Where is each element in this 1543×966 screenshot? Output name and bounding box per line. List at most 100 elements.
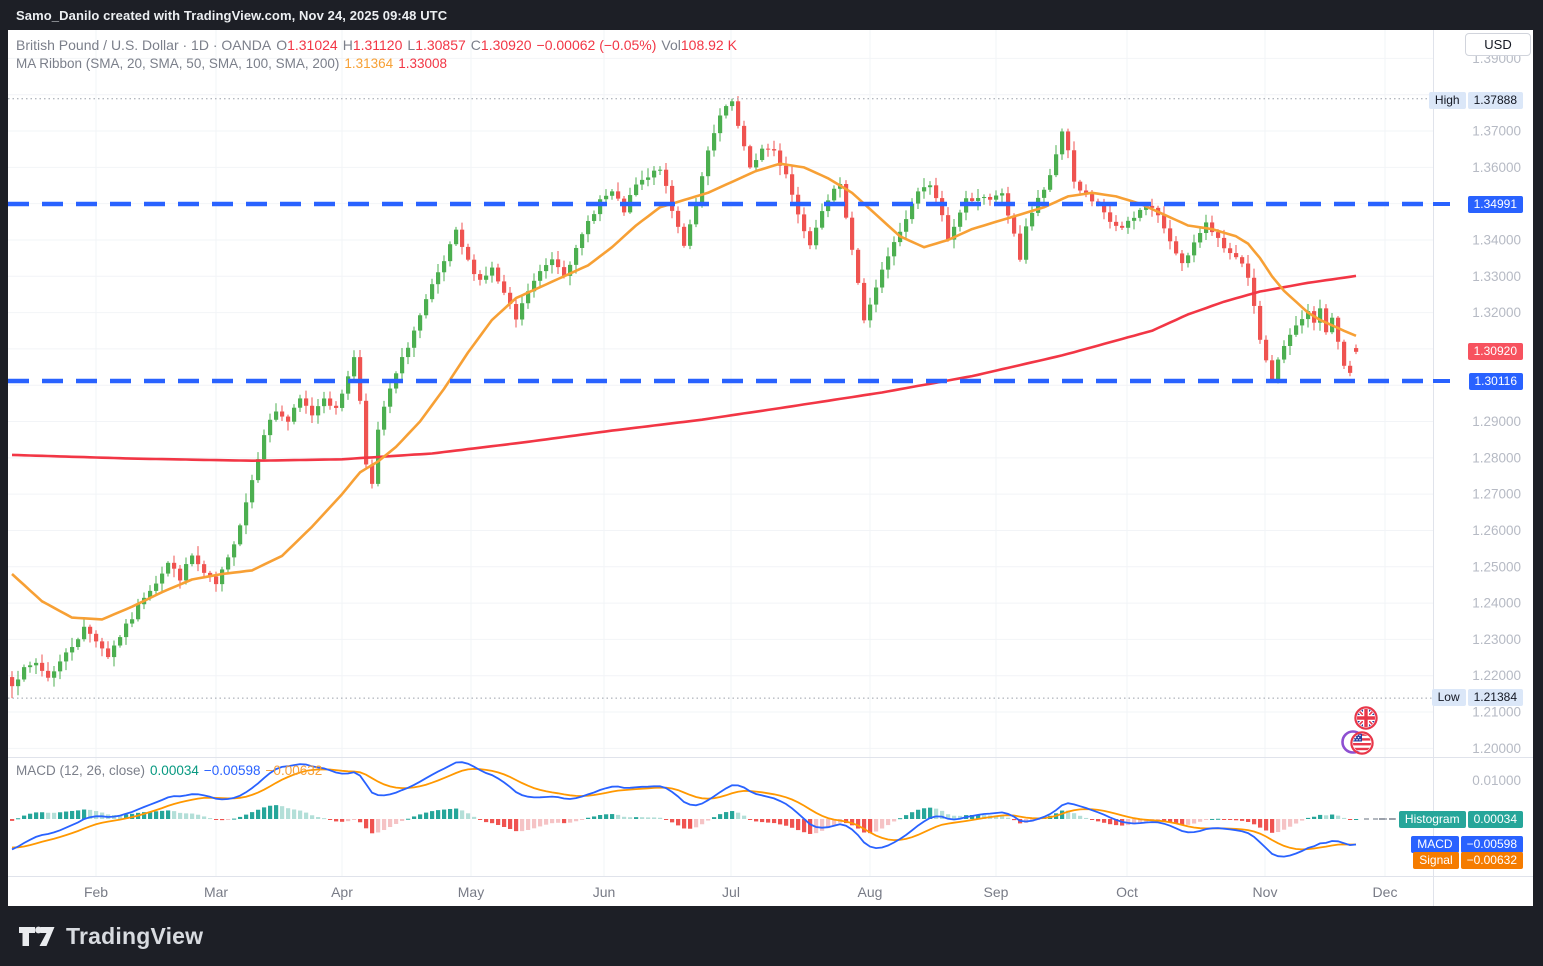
month-label-nov[interactable]: Nov [1252,884,1278,900]
month-label-oct[interactable]: Oct [1116,884,1138,900]
candle-body [640,179,645,185]
histogram-bar [514,819,519,832]
histogram-bar [1216,818,1221,820]
histogram-bar [286,808,291,819]
candle-body [1270,360,1275,380]
candle-body [574,247,579,265]
histogram-bar [886,819,891,826]
histogram-bar [616,814,621,819]
price-tick-label: 1.27000 [1472,487,1521,502]
candle-body [310,405,315,416]
macd-pane[interactable]: 0.01000 [0,758,1543,876]
candle-body [526,291,531,304]
candle-body [1168,228,1173,242]
histogram-bar [244,814,249,819]
candles-layer[interactable] [10,96,1359,699]
histogram-bar [880,819,885,829]
price-chart-pane[interactable]: 1.390001.370001.360001.340001.330001.320… [0,30,1543,758]
histogram-bar [568,819,573,823]
month-label-jun[interactable]: Jun [592,884,616,900]
histogram-bar [214,819,219,820]
candle-body [1288,334,1293,346]
currency-toggle-button[interactable]: USD [1465,33,1531,56]
candle-body [814,227,819,246]
histogram-bar [550,819,555,824]
month-label-dec[interactable]: Dec [1372,884,1398,900]
histogram-bar [658,817,663,819]
support-price-chip: 1.30116 [1468,373,1523,390]
candle-body [646,177,651,180]
histogram-bar [598,815,603,819]
candle-body [40,662,45,671]
histogram-bar [802,819,807,833]
candle-body [904,219,909,232]
volume-label: Vol [661,37,681,53]
candle-body [256,459,261,481]
histogram-bar [304,812,309,819]
candle-body [598,199,603,215]
histogram-bar [502,819,507,827]
tradingview-wordmark: TradingView [66,922,204,949]
open-value: 1.31024 [287,37,338,53]
symbol-title[interactable]: British Pound / U.S. Dollar · 1D · OANDA [16,37,272,53]
month-label-may[interactable]: May [457,884,485,900]
candle-body [544,265,549,272]
candle-body [802,214,807,232]
candle-body [922,187,927,192]
change-value: −0.00062 (−0.05%) [536,37,657,53]
histogram-bar [490,819,495,824]
candle-body [1114,221,1119,226]
range-high-value: 1.37888 [1467,92,1523,109]
histogram-bar [10,819,15,821]
histogram-bar [748,819,753,820]
candle-body [466,246,471,260]
histogram-bar [520,819,525,832]
histogram-bar [1324,815,1329,819]
month-label-aug[interactable]: Aug [857,884,883,900]
candle-body [862,282,867,321]
histogram-bar [1240,819,1245,821]
macd-title[interactable]: MACD (12, 26, close) [16,763,146,778]
candle-body [586,220,591,235]
price-axis-separator[interactable] [1433,30,1434,906]
candle-body [1180,253,1185,264]
candle-body [16,679,21,687]
candle-body [880,269,885,288]
candle-body [934,185,939,199]
histogram-bar [1102,819,1107,823]
range-high-chip: High 1.37888 [1428,92,1523,109]
chart-surface [8,30,1533,906]
month-label-apr[interactable]: Apr [331,884,353,900]
candle-body [106,648,111,658]
candle-body [340,393,345,408]
histogram-bar [28,813,33,819]
candle-body [808,231,813,246]
month-label-sep[interactable]: Sep [983,884,1009,900]
histogram-bar [190,813,195,819]
candle-body [820,211,825,228]
sma-fast-line [11,162,1357,621]
histogram-bar [34,812,39,819]
pane-divider[interactable] [8,757,1533,758]
histogram-bar [316,816,321,819]
candle-body [610,191,615,196]
candle-body [718,115,723,134]
ma-fast-value: 1.31364 [344,56,394,71]
candle-body [538,271,543,281]
histogram-bar [466,813,471,819]
candle-body [1246,263,1251,278]
candle-body [190,555,195,565]
month-label-jul[interactable]: Jul [722,884,740,900]
histogram-bar [712,817,717,819]
month-label-feb[interactable]: Feb [83,884,109,900]
histogram-bar [1186,819,1191,825]
candle-body [10,677,15,687]
time-axis[interactable]: Feb Mar Apr May Jun Jul Aug Sep Oct Nov Dec [8,876,1533,906]
candle-body [784,165,789,175]
candle-body [1336,317,1341,342]
month-label-mar[interactable]: Mar [203,884,229,900]
histogram-bar [628,817,633,819]
histogram-bar [730,811,735,819]
ma-ribbon-title[interactable]: MA Ribbon (SMA, 20, SMA, 50, SMA, 100, S… [16,56,340,71]
histogram-bar [178,812,183,819]
